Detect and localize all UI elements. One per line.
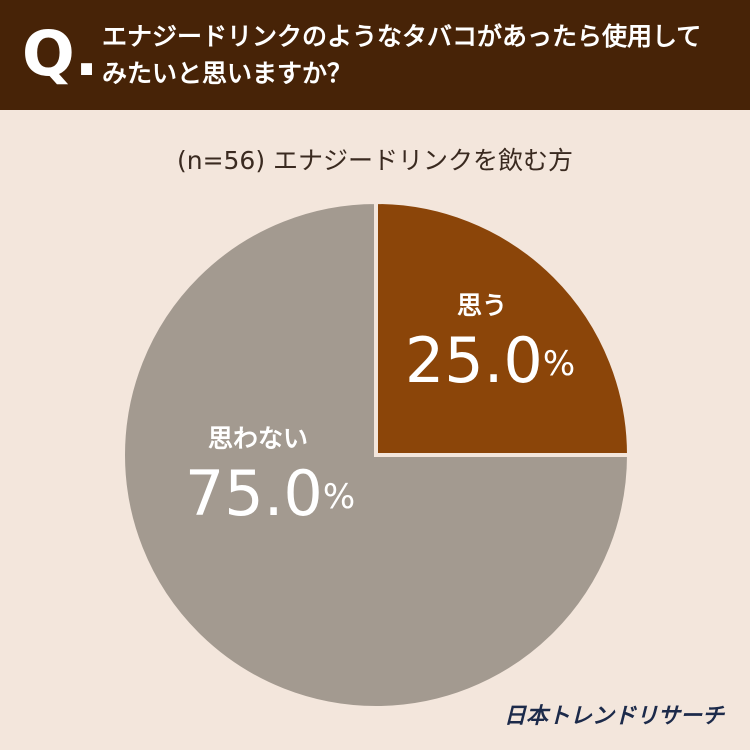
q-mark: Q. [22, 17, 99, 90]
value-label: 75.0% [185, 457, 355, 530]
slice-name: 思う [457, 291, 507, 320]
slice-name: 思わない [208, 424, 308, 453]
question: エナジードリンクのようなタバコがあったら使用してみたいと思いますか？ [102, 22, 702, 88]
header: Q. エナジードリンクのようなタバコがあったら使用してみたいと思いますか？ [0, 0, 750, 110]
pie-slice [374, 199, 632, 457]
brand: 日本トレンドリサーチ [503, 704, 724, 729]
value-label: 25.0% [405, 324, 575, 397]
chart-subtitle: (n=56) エナジードリンクを飲む方 [177, 146, 573, 175]
pie-slice [121, 199, 632, 710]
chart: (n=56) エナジードリンクを飲む方 思う 25.0% 思わない 75.0% [121, 146, 632, 710]
